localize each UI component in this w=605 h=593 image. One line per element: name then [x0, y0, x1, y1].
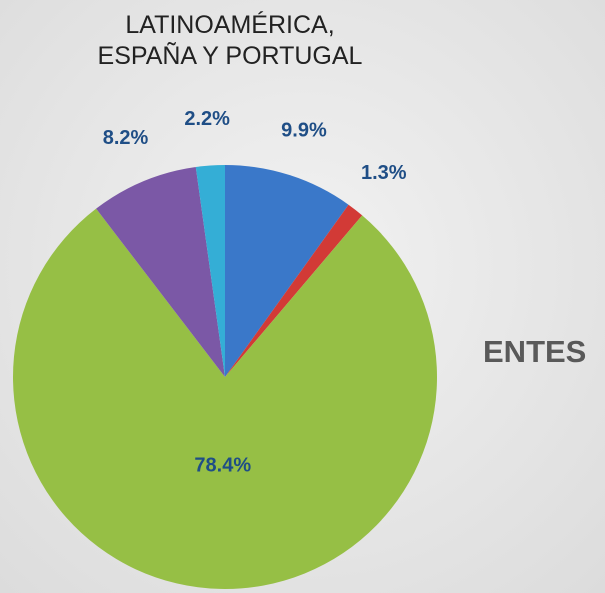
data-label: 2.2%: [184, 108, 230, 130]
data-label: 9.9%: [281, 120, 327, 142]
pie-slice: [96, 167, 225, 377]
pie-slice: [225, 204, 363, 377]
pie-slice: [195, 165, 225, 377]
annotation: ENTES: [483, 334, 586, 369]
data-label: 78.4%: [194, 454, 251, 476]
data-label: 1.3%: [361, 162, 407, 184]
pie-slice: [12, 208, 438, 590]
pie-slice: [225, 165, 349, 377]
chart-title: LATINOAMÉRICA, ESPAÑA Y PORTUGAL: [97, 11, 363, 70]
data-label: 8.2%: [103, 127, 149, 149]
